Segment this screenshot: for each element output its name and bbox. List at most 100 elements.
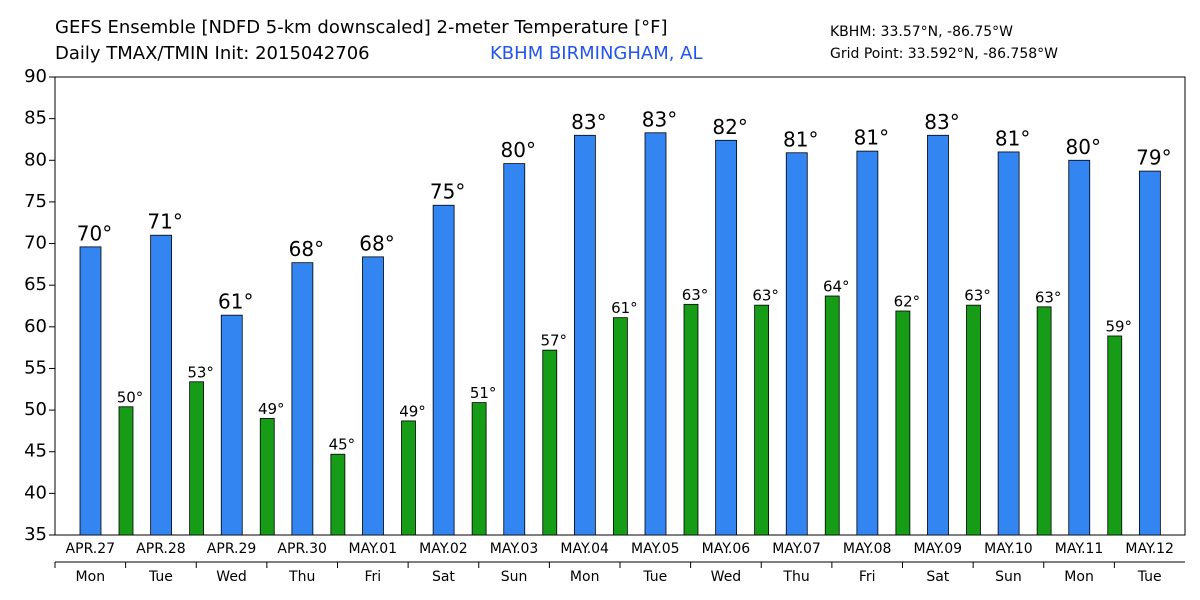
x-tick-label: MAY.06 (702, 541, 751, 557)
x-tick-label: APR.30 (277, 541, 327, 557)
weekday-label: Thu (782, 569, 809, 585)
x-tick-label: MAY.08 (843, 541, 892, 557)
tmin-bar (683, 303, 699, 536)
value-label: 45° (329, 436, 356, 454)
tmax-bar (362, 256, 384, 536)
value-label: 81° (783, 127, 818, 151)
x-tick-label: APR.27 (66, 541, 116, 557)
tmin-bar (401, 420, 416, 536)
value-label: 83° (924, 110, 959, 134)
value-label: 80° (501, 138, 536, 162)
y-tick-label: 50 (24, 399, 47, 420)
weekday-label: Sun (501, 569, 528, 585)
x-tick-label: MAY.12 (1125, 541, 1174, 557)
tmax-bar (1138, 170, 1161, 536)
value-label: 51° (470, 384, 497, 402)
value-label: 81° (995, 126, 1030, 150)
tmin-bar (330, 453, 346, 536)
tmax-bar (220, 314, 243, 536)
y-tick-label: 55 (24, 357, 47, 378)
weekday-label: Mon (76, 569, 106, 585)
tmax-bar (291, 262, 314, 536)
x-tick-label: MAY.05 (631, 541, 680, 557)
tmax-bar (432, 204, 455, 536)
x-tick-label: MAY.03 (490, 541, 539, 557)
y-tick-label: 80 (24, 149, 47, 170)
value-label: 61° (218, 290, 253, 314)
tmin-bar (1036, 306, 1052, 536)
weekday-label: Mon (570, 569, 600, 585)
y-tick-label: 35 (24, 524, 47, 545)
x-tick-label: MAY.07 (772, 541, 821, 557)
x-tick-label: MAY.04 (560, 541, 609, 557)
tmax-bar (927, 134, 949, 536)
grid-point-info: Grid Point: 33.592°N, -86.758°W (830, 46, 1058, 62)
tmax-bar (503, 163, 526, 536)
value-label: 61° (611, 299, 638, 317)
tmax-bar (715, 139, 738, 536)
value-label: 64° (823, 278, 850, 296)
weekday-label: Mon (1064, 569, 1094, 585)
tmax-bar (997, 151, 1020, 536)
weekday-label: Sat (926, 569, 949, 585)
tmax-bar (79, 246, 102, 536)
value-label: 70° (77, 221, 112, 245)
location: KBHM BIRMINGHAM, AL (490, 43, 703, 64)
tmin-bar (824, 295, 840, 536)
y-tick-label: 65 (24, 274, 47, 295)
value-label: 57° (540, 332, 567, 350)
tmin-bar (895, 310, 911, 536)
tmax-bar (644, 132, 667, 536)
value-label: 68° (359, 231, 394, 255)
x-tick-label: MAY.02 (419, 541, 468, 557)
weekday-label: Wed (216, 569, 247, 585)
value-label: 83° (571, 110, 606, 134)
value-label: 49° (399, 402, 426, 420)
tmin-bar (259, 418, 275, 536)
y-tick-label: 70 (24, 233, 47, 254)
tmin-bar (542, 349, 558, 536)
tmin-bar (471, 402, 487, 536)
value-label: 63° (682, 286, 709, 304)
weekday-label: Thu (288, 569, 315, 585)
weekday-label: Sat (432, 569, 455, 585)
value-label: 62° (894, 292, 921, 310)
tmin-bar (1107, 335, 1123, 536)
x-tick-label: MAY.11 (1055, 541, 1104, 557)
weekday-label: Tue (148, 569, 173, 585)
value-label: 59° (1105, 317, 1132, 335)
x-tick-label: MAY.01 (349, 541, 398, 557)
value-label: 71° (147, 210, 182, 234)
tmax-bar (150, 234, 173, 536)
weekday-label: Sun (995, 569, 1022, 585)
value-label: 83° (642, 107, 677, 131)
tmin-bar (612, 317, 628, 536)
y-tick-label: 40 (24, 482, 47, 503)
tmin-bar (118, 406, 134, 536)
x-tick-label: MAY.10 (984, 541, 1033, 557)
chart-subtitle: Daily TMAX/TMIN Init: 2015042706 (55, 43, 370, 64)
y-tick-label: 45 (24, 441, 47, 462)
value-label: 53° (187, 363, 214, 381)
y-tick-label: 75 (24, 191, 47, 212)
value-label: 82° (712, 115, 747, 139)
value-label: 63° (1035, 288, 1062, 306)
tmax-bar (1068, 159, 1091, 536)
value-label: 50° (117, 388, 144, 406)
value-label: 49° (258, 400, 285, 418)
weekday-label: Fri (859, 569, 876, 585)
weekday-label: Wed (711, 569, 742, 585)
weekday-label: Fri (364, 569, 381, 585)
tmin-bar (189, 381, 205, 536)
station-info: KBHM: 33.57°N, -86.75°W (830, 24, 1013, 40)
tmax-bar (856, 150, 879, 536)
y-tick-label: 60 (24, 316, 47, 337)
x-tick-label: MAY.09 (914, 541, 963, 557)
value-label: 68° (289, 237, 324, 261)
value-label: 75° (430, 180, 465, 204)
weekday-label: Tue (642, 569, 667, 585)
value-label: 63° (752, 287, 779, 305)
x-tick-label: APR.29 (207, 541, 257, 557)
tmax-bar (785, 152, 808, 536)
value-label: 81° (854, 126, 889, 150)
